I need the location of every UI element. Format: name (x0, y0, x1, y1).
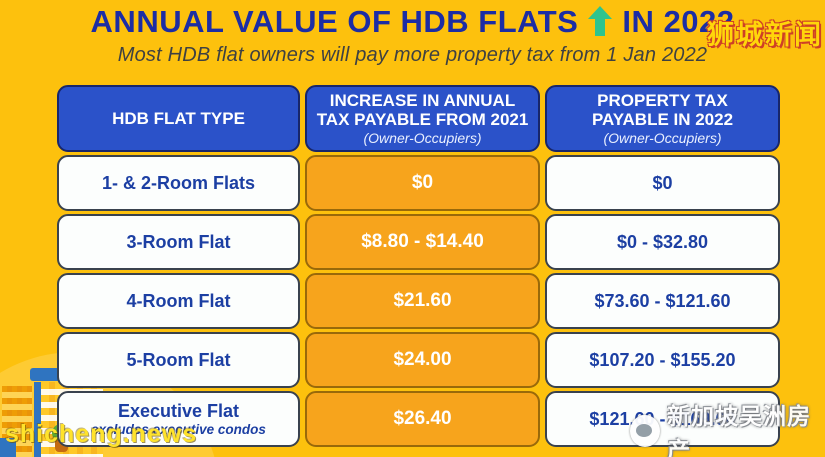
watermark-shicheng-news: shicheng.news (5, 420, 198, 448)
header-sublabel: (Owner-Occupiers) (603, 129, 722, 146)
up-arrow-icon (588, 6, 613, 36)
header-label: PROPERTY TAX (597, 90, 728, 110)
flat-type-label: 1- & 2-Room Flats (101, 172, 256, 193)
flat-type-cell: 3-Room Flat (57, 214, 300, 270)
page-title: ANNUAL VALUE OF HDB FLATS IN 2022 (0, 4, 825, 40)
flat-type-cell: 5-Room Flat (57, 332, 300, 388)
flat-type-cell: 1- & 2-Room Flats (57, 155, 300, 211)
increase-cell: $26.40 (305, 391, 540, 447)
increase-value: $21.60 (393, 290, 452, 312)
flat-type-label: 4-Room Flat (126, 290, 231, 311)
flat-type-label: Executive Flat (117, 400, 240, 421)
increase-value: $0 (411, 172, 434, 194)
header-label: PAYABLE IN 2022 (591, 109, 734, 129)
tax-2022-cell: $0 - $32.80 (545, 214, 780, 270)
increase-cell: $0 (305, 155, 540, 211)
increase-value: $8.80 - $14.40 (361, 231, 484, 253)
header-label: INCREASE IN ANNUAL (329, 90, 516, 110)
title-suffix: IN 2022 (622, 4, 735, 39)
increase-cell: $21.60 (305, 273, 540, 329)
tax-2022-value: $0 (652, 172, 673, 193)
property-tax-table: HDB FLAT TYPE INCREASE IN ANNUAL TAX PAY… (57, 85, 780, 447)
subtitle: Most HDB flat owners will pay more prope… (117, 44, 708, 66)
tax-2022-value: $107.20 - $155.20 (589, 349, 736, 370)
tax-2022-cell: $121.60 - $169.60 (545, 391, 780, 447)
watermark-brand: 新加坡吴洲房产 (630, 397, 825, 457)
flat-type-note: excludes executive condos (91, 422, 266, 438)
flat-type-cell: 4-Room Flat (57, 273, 300, 329)
brand-logo-icon (630, 415, 661, 447)
watermark-shicheng-chinese: 狮城新闻 (707, 20, 823, 50)
flat-type-cell: Executive Flat excludes executive condos (57, 391, 300, 447)
column-header-flat-type: HDB FLAT TYPE (57, 85, 300, 152)
tax-2022-value: $121.60 - $169.60 (589, 408, 736, 429)
header-sublabel: (Owner-Occupiers) (363, 129, 482, 146)
increase-value: $26.40 (393, 408, 452, 430)
brand-name: 新加坡吴洲房产 (667, 403, 812, 457)
column-header-tax-2022: PROPERTY TAX PAYABLE IN 2022 (Owner-Occu… (545, 85, 780, 152)
column-header-increase: INCREASE IN ANNUAL TAX PAYABLE FROM 2021… (305, 85, 540, 152)
flat-type-label: 3-Room Flat (126, 231, 231, 252)
title-prefix: ANNUAL VALUE OF HDB FLATS (90, 4, 579, 39)
header-label: TAX PAYABLE FROM 2021 (316, 109, 529, 129)
flat-type-label: 5-Room Flat (126, 349, 231, 370)
increase-cell: $8.80 - $14.40 (305, 214, 540, 270)
tax-2022-cell: $107.20 - $155.20 (545, 332, 780, 388)
header-label: HDB FLAT TYPE (112, 108, 245, 128)
building-blue-block (0, 438, 16, 457)
increase-value: $24.00 (393, 349, 452, 371)
tax-2022-value: $73.60 - $121.60 (594, 290, 731, 311)
tax-2022-cell: $73.60 - $121.60 (545, 273, 780, 329)
tax-2022-cell: $0 (545, 155, 780, 211)
increase-cell: $24.00 (305, 332, 540, 388)
tax-2022-value: $0 - $32.80 (616, 231, 709, 252)
